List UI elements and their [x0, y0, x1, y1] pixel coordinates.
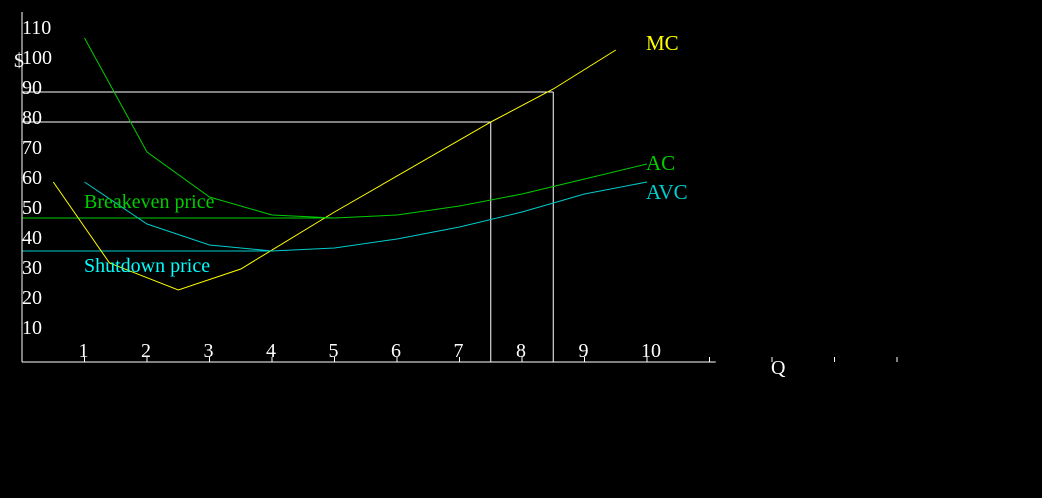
x-tick-label: 10 — [641, 340, 661, 362]
y-tick-label: 100 — [22, 47, 52, 69]
series-label-avc: AVC — [646, 180, 688, 204]
y-tick-label: 40 — [22, 227, 42, 249]
x-tick-label: 8 — [516, 340, 526, 362]
x-tick-label: 1 — [79, 340, 89, 362]
y-tick-label: 10 — [22, 317, 42, 339]
series-line-ac — [84, 37, 648, 219]
x-tick-label: 6 — [391, 340, 401, 362]
x-tick-label: 2 — [141, 340, 151, 362]
x-tick-label: 5 — [329, 340, 339, 362]
y-tick-label: 80 — [22, 107, 42, 129]
y-tick-label: 60 — [22, 167, 42, 189]
y-tick-label: 30 — [22, 257, 42, 279]
x-tick-label: 9 — [579, 340, 589, 362]
shutdown-price-annotation: Shutdown price — [84, 255, 210, 277]
breakeven-price-annotation: Breakeven price — [84, 191, 215, 213]
y-tick-label: 90 — [22, 77, 42, 99]
y-tick-label: 110 — [22, 17, 51, 39]
series-label-mc: MC — [646, 31, 679, 55]
x-tick-label: 7 — [454, 340, 464, 362]
y-tick-label: 50 — [22, 197, 42, 219]
y-tick-label: 70 — [22, 137, 42, 159]
series-label-ac: AC — [646, 151, 675, 175]
series-line-mc — [52, 49, 617, 291]
cost-curves — [52, 37, 648, 291]
axes: 1 2 3 4 5 6 7 8 9 10 10 20 30 40 50 60 70 80 90 100 110 — [21, 12, 898, 363]
x-tick-label: 4 — [266, 340, 276, 362]
y-axis-label: $ — [14, 50, 24, 72]
x-axis-label: Q — [771, 357, 786, 379]
chart-labels: $ Q MC AC AVC Breakeven price Shutdown p… — [14, 31, 786, 379]
y-tick-label: 20 — [22, 287, 42, 309]
series-line-avc — [84, 181, 648, 252]
reference-lines — [22, 91, 554, 362]
x-tick-label: 3 — [204, 340, 214, 362]
